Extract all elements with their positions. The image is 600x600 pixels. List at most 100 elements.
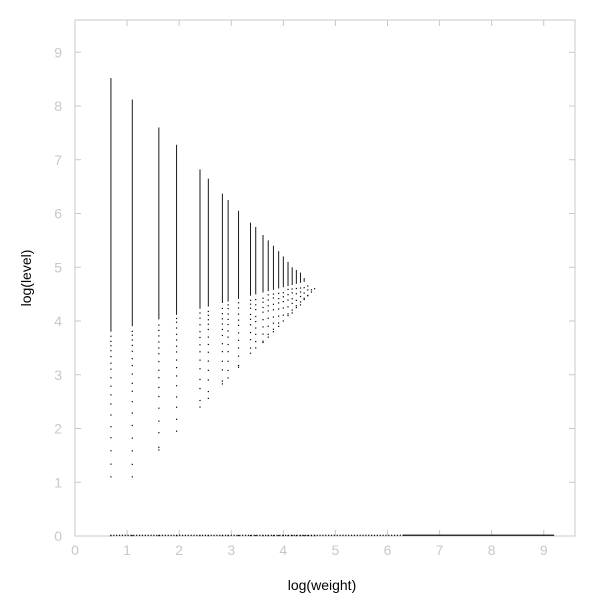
data-point [221, 334, 223, 337]
data-point [278, 315, 280, 317]
data-point [199, 534, 201, 536]
data-point [356, 534, 358, 536]
data-point [255, 340, 257, 343]
data-point [227, 318, 229, 321]
data-point [173, 534, 175, 536]
data-point [362, 534, 364, 536]
data-point [293, 534, 295, 536]
data-point [299, 295, 302, 298]
data-point [158, 407, 160, 409]
data-point [199, 351, 201, 353]
data-point [278, 298, 280, 300]
data-point [179, 534, 181, 536]
data-point [237, 319, 240, 321]
data-point [110, 350, 112, 352]
y-tick-label-7: 7 [54, 152, 62, 168]
data-point [175, 345, 178, 347]
plot-frame [74, 19, 576, 537]
data-point [316, 534, 318, 536]
data-point [365, 534, 367, 536]
data-point [224, 534, 227, 536]
data-point [285, 534, 287, 536]
data-point [267, 333, 269, 335]
data-point [131, 334, 133, 336]
data-point [227, 308, 229, 310]
data-point [207, 314, 209, 316]
data-point [278, 322, 280, 324]
data-point [110, 368, 112, 370]
data-point [279, 534, 281, 536]
point-column-14 [278, 251, 280, 537]
data-point [239, 534, 241, 536]
data-point [181, 534, 184, 536]
data-point [250, 534, 252, 536]
data-point [313, 534, 315, 536]
data-point [262, 306, 264, 309]
data-point [287, 299, 289, 301]
data-point [255, 315, 257, 318]
point-column-21 [307, 285, 309, 537]
data-point [255, 333, 257, 335]
data-point [227, 351, 229, 353]
x-tick-label-4: 4 [279, 542, 287, 558]
data-point [158, 395, 160, 398]
data-point [175, 327, 178, 329]
data-point [138, 534, 141, 536]
x-tick-label-5: 5 [332, 542, 340, 558]
data-point [175, 339, 178, 341]
data-point [373, 534, 376, 536]
data-point [287, 315, 289, 317]
data-point [144, 534, 146, 536]
data-point [187, 534, 189, 536]
y-tick-label-3: 3 [54, 367, 62, 383]
data-point [131, 382, 133, 384]
data-point [199, 378, 201, 381]
data-point [330, 534, 333, 536]
point-column-18 [295, 269, 297, 537]
y-tick-labels: 0 1 2 3 4 5 6 7 8 9 [54, 44, 62, 544]
point-column-3 [175, 144, 178, 537]
data-point [313, 288, 316, 290]
data-point [272, 328, 275, 330]
data-point [333, 534, 335, 536]
data-point [249, 303, 252, 305]
data-point [153, 534, 155, 536]
data-point [227, 343, 229, 346]
data-point [249, 307, 252, 309]
data-point [110, 534, 112, 536]
y-tick-label-2: 2 [54, 421, 62, 437]
data-point [262, 341, 264, 344]
data-point [259, 534, 261, 536]
data-point [175, 430, 178, 432]
axis-ticks [74, 20, 575, 537]
data-point [237, 364, 240, 367]
data-point [227, 360, 229, 362]
data-point [237, 324, 240, 326]
x-tick-label-8: 8 [488, 542, 496, 558]
data-point [199, 317, 201, 319]
data-point [227, 377, 229, 379]
data-point [199, 336, 201, 339]
data-point [282, 320, 284, 322]
data-point [396, 534, 398, 536]
data-point [371, 534, 373, 536]
data-point [199, 399, 201, 402]
data-point [249, 313, 252, 316]
data-point [158, 446, 160, 448]
data-point [207, 310, 209, 313]
data-point [237, 355, 240, 357]
data-point [278, 292, 280, 294]
data-point [233, 534, 235, 536]
data-point [199, 368, 201, 370]
data-point [221, 369, 223, 371]
data-point [158, 341, 160, 343]
data-point [167, 534, 169, 536]
data-point [388, 534, 390, 536]
data-point [110, 450, 112, 452]
data-point [287, 294, 289, 296]
data-point [158, 329, 160, 331]
data-point [262, 340, 264, 342]
data-point [295, 287, 297, 290]
data-point [319, 534, 321, 536]
